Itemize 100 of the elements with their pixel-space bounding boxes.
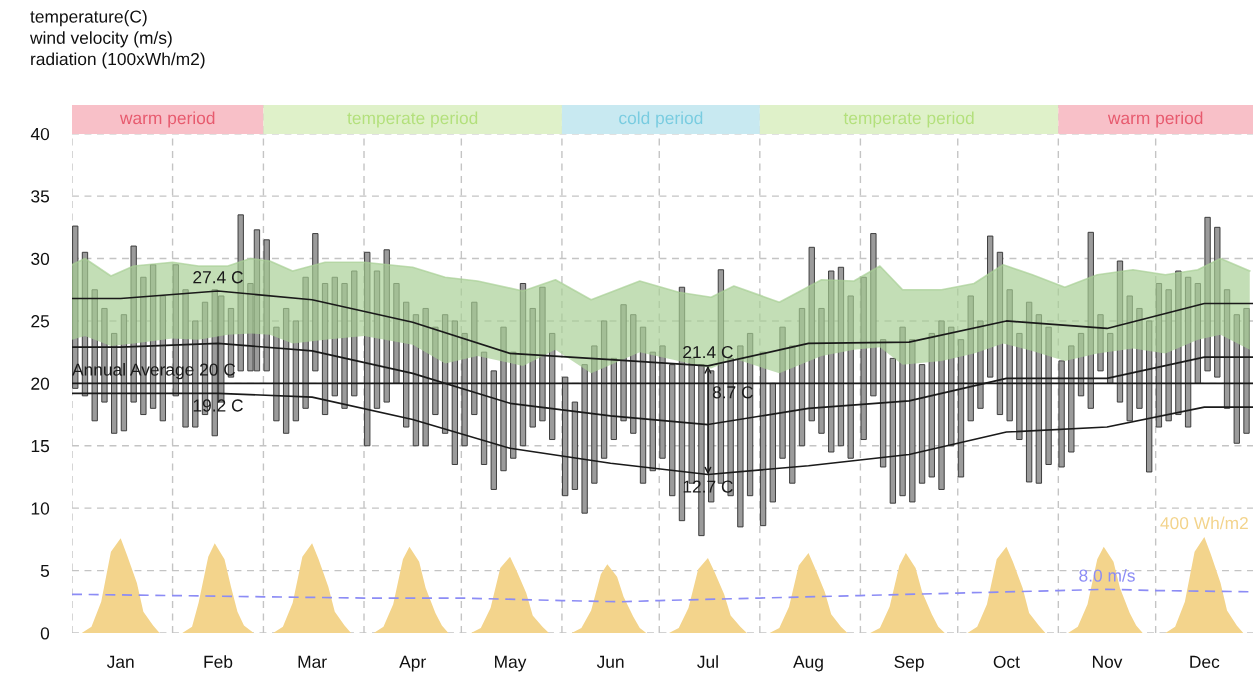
x-tick-label: Jun [596,655,624,668]
bar [1243,307,1250,434]
bar [737,345,744,528]
bar [828,270,835,453]
band-label: temperate period [843,111,974,128]
bar [938,320,945,490]
bar [918,364,926,484]
bar [312,233,319,372]
band-label: warm period [1107,111,1203,128]
bar [383,249,390,403]
x-tick-label: Sep [894,655,924,672]
bar [422,307,429,447]
bar [549,332,556,441]
y-tick-label: 35 [31,190,50,203]
bar [870,233,877,397]
bar [1097,314,1104,372]
annotation: 27.4 C [193,271,243,284]
y-tick-label: 5 [40,564,50,578]
y-axis-title: temperature(C) wind velocity (m/s) radiation (100xWh/m2) [29,10,205,69]
x-tick-label: Apr [399,655,426,672]
bar [581,364,588,514]
bar [591,345,598,484]
bar [471,301,478,416]
band-label: warm period [119,111,215,128]
bar [798,307,806,447]
x-tick-label: Mar [298,655,327,668]
x-tick-label: Jul [697,655,718,668]
bar [977,320,984,409]
bar [529,307,536,428]
bar [957,339,965,478]
bar [987,235,994,378]
bar [1058,360,1065,468]
bar [996,251,1004,416]
bar [519,283,527,447]
band-label: temperate period [347,111,478,128]
bar [331,276,338,397]
bar [1194,283,1202,384]
y-tick-label: 40 [30,127,50,141]
bar [1214,226,1221,378]
x-tick-label: Nov [1092,655,1123,668]
bar [759,351,767,527]
bar [1126,295,1133,422]
bar [899,326,906,497]
x-tick-label: Feb [204,655,233,668]
bar [1116,260,1124,403]
bar [1068,345,1075,453]
bar [1087,231,1094,409]
bar [364,251,371,447]
bar [1025,301,1033,483]
bar [669,364,676,497]
bar [461,332,468,447]
bar [321,283,329,416]
bar [600,320,608,459]
bar [273,326,280,422]
bar [808,246,815,422]
bar [539,286,546,422]
bar [818,307,825,434]
bar [1016,332,1023,441]
bar [1165,289,1172,422]
y-tick-label: 25 [31,315,50,328]
bar [889,357,897,504]
bar [1035,314,1043,484]
band-label: cold period [619,111,703,128]
bar [432,326,439,416]
y-tick-label: 30 [31,252,50,265]
bar [1184,276,1192,428]
bar [659,345,666,459]
bar [639,326,647,484]
bar [562,376,569,497]
bar [928,332,935,478]
bar [1045,326,1052,465]
x-tick-label: Oct [993,655,1020,668]
y-tick-label: 0 [40,627,50,640]
bar [837,266,845,447]
bar [967,295,974,422]
bar [948,326,955,447]
bar [571,401,579,490]
bar [630,314,637,434]
bar [373,270,381,409]
bar [263,239,270,372]
bar [403,301,410,428]
bar [490,370,497,490]
bar [769,382,776,503]
y-tick-label: 10 [31,502,50,515]
bar [1136,307,1143,409]
bar [649,351,656,472]
x-tick-label: Jan [106,655,134,668]
bar [441,314,449,434]
y-tick-label: 20 [31,377,50,390]
bar [847,295,854,459]
bar [292,320,300,422]
annotation: 400 Wh/m2 [1160,516,1248,530]
bar [860,276,867,441]
bar [620,304,627,422]
bar [1107,332,1114,384]
bar [779,326,786,459]
bar [393,283,400,384]
bar [909,339,916,503]
bar [789,345,796,484]
bar [510,351,517,459]
